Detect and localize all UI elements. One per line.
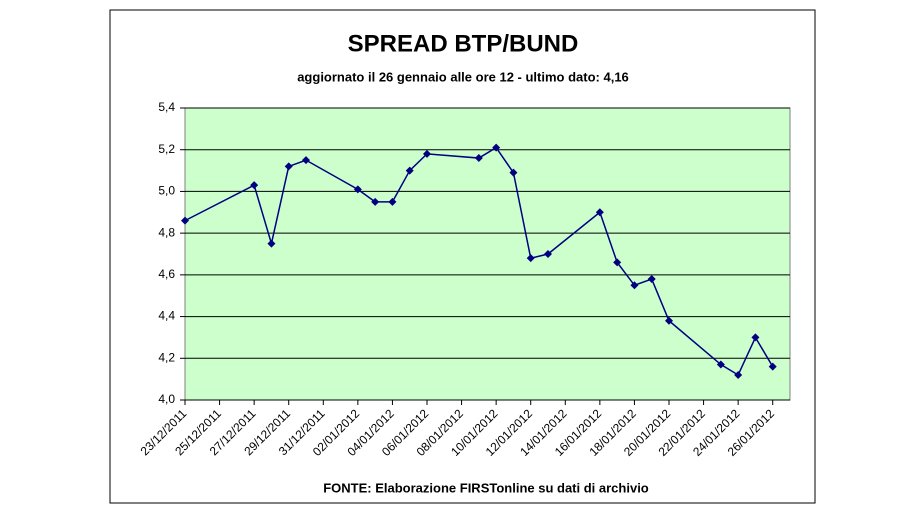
data-point bbox=[302, 156, 310, 165]
y-tick-label: 5,2 bbox=[158, 142, 175, 156]
y-tick-label: 5,0 bbox=[158, 184, 175, 198]
data-point bbox=[405, 166, 414, 175]
data-point bbox=[284, 162, 293, 171]
plot-area bbox=[184, 107, 791, 401]
chart-title: SPREAD BTP/BUND bbox=[348, 30, 579, 57]
data-point bbox=[544, 250, 552, 258]
data-point bbox=[492, 143, 501, 152]
data-point bbox=[595, 208, 604, 217]
data-point bbox=[613, 258, 622, 267]
y-tick-label: 5,4 bbox=[158, 100, 175, 114]
data-point bbox=[751, 333, 760, 342]
data-point bbox=[423, 149, 431, 158]
data-point bbox=[734, 370, 743, 379]
y-tick-label: 4,0 bbox=[158, 392, 175, 406]
data-point bbox=[181, 216, 189, 225]
y-tick-label: 4,4 bbox=[158, 309, 175, 323]
data-point bbox=[526, 254, 535, 263]
data-point bbox=[250, 181, 259, 190]
y-tick-label: 4,6 bbox=[158, 267, 175, 281]
data-point bbox=[509, 168, 518, 177]
data-point bbox=[353, 185, 362, 194]
y-tick-label: 4,2 bbox=[158, 350, 175, 364]
data-point bbox=[768, 362, 777, 371]
data-point bbox=[267, 239, 276, 248]
data-point bbox=[665, 316, 673, 325]
data-point bbox=[647, 275, 656, 284]
data-point bbox=[716, 360, 725, 369]
data-point bbox=[630, 281, 639, 290]
y-tick-label: 4,8 bbox=[158, 225, 175, 239]
source-note: FONTE: Elaborazione FIRSTonline su dati … bbox=[323, 480, 649, 495]
chart-subtitle: aggiornato il 26 gennaio alle ore 12 - u… bbox=[297, 69, 629, 84]
data-point bbox=[371, 197, 380, 206]
data-point bbox=[388, 197, 397, 206]
data-point bbox=[474, 154, 483, 163]
